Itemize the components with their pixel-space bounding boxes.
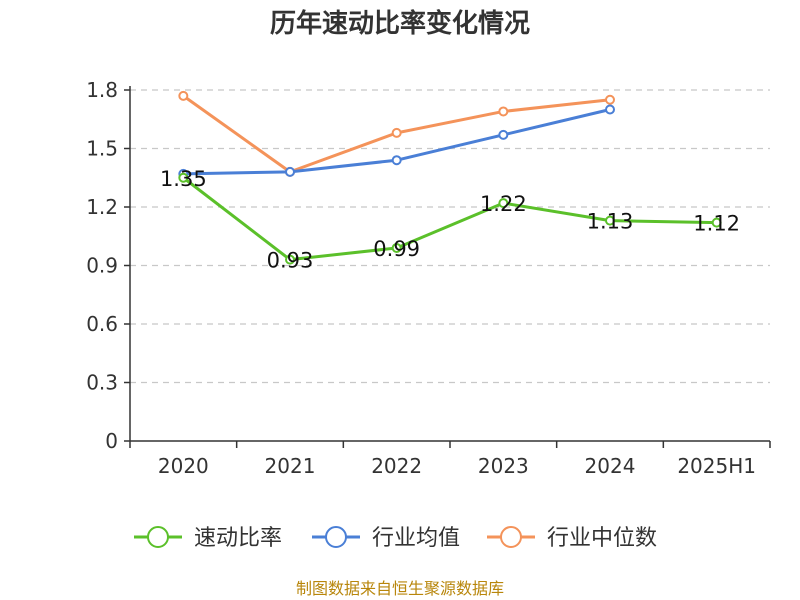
data-point[interactable] <box>285 254 295 265</box>
x-tick-label: 2021 <box>265 454 316 478</box>
x-tick-label: 2022 <box>371 454 422 478</box>
series-line <box>182 176 717 262</box>
data-point[interactable] <box>498 198 509 209</box>
legend[interactable]: 速动比率 行业均值 行业中位数 <box>134 526 657 551</box>
data-point[interactable] <box>605 104 615 115</box>
data-point[interactable] <box>391 127 402 138</box>
legend-item[interactable]: 行业均值 <box>312 526 460 551</box>
chart-title: 历年速动比率变化情况 <box>270 8 530 39</box>
legend-item[interactable]: 行业中位数 <box>487 526 657 551</box>
data-point[interactable] <box>391 242 402 253</box>
legend-label: 速动比率 <box>194 526 282 551</box>
y-tick-label: 0.9 <box>86 254 118 278</box>
data-point[interactable] <box>605 215 615 226</box>
y-tick-label: 1.2 <box>86 195 118 219</box>
x-tick-label: 2025H1 <box>677 454 756 478</box>
data-labels: 1.35 0.93 0.99 1.22 1.13 1.12 <box>160 167 740 273</box>
legend-label: 行业中位数 <box>547 526 657 551</box>
legend-marker <box>500 526 522 548</box>
legend-marker <box>325 526 347 548</box>
data-label: 1.35 <box>160 167 207 191</box>
data-point[interactable] <box>391 155 402 166</box>
x-tick-label: 2020 <box>158 454 209 478</box>
data-label: 0.93 <box>267 249 314 273</box>
data-label: 0.99 <box>373 237 420 261</box>
data-label: 1.22 <box>480 192 527 216</box>
source-note: 制图数据来自恒生聚源数据库 <box>296 579 504 598</box>
axes: 0 0.3 0.6 0.9 1.2 1.5 1.8 2020 2021 2022 2023 2024 2… <box>86 78 771 478</box>
data-point[interactable] <box>178 172 189 183</box>
y-tick-label: 0.3 <box>86 371 118 395</box>
y-tick-label: 1.5 <box>86 137 118 161</box>
data-point[interactable] <box>178 90 189 101</box>
y-tick-label: 1.8 <box>86 78 118 102</box>
y-tick-label: 0.6 <box>86 312 118 336</box>
x-tick-label: 2024 <box>585 454 636 478</box>
data-point[interactable] <box>285 166 295 177</box>
data-point[interactable] <box>498 129 509 140</box>
legend-label: 行业均值 <box>372 526 460 551</box>
legend-item[interactable]: 速动比率 <box>134 526 282 551</box>
series <box>178 90 722 265</box>
y-tick-label: 0 <box>105 429 118 453</box>
data-label: 1.12 <box>693 212 740 236</box>
legend-marker <box>147 526 169 548</box>
grid <box>130 89 770 384</box>
data-point[interactable] <box>711 217 722 228</box>
data-label: 1.13 <box>587 210 634 234</box>
x-tick-label: 2023 <box>478 454 529 478</box>
data-point[interactable] <box>605 94 615 105</box>
data-point[interactable] <box>498 106 509 117</box>
